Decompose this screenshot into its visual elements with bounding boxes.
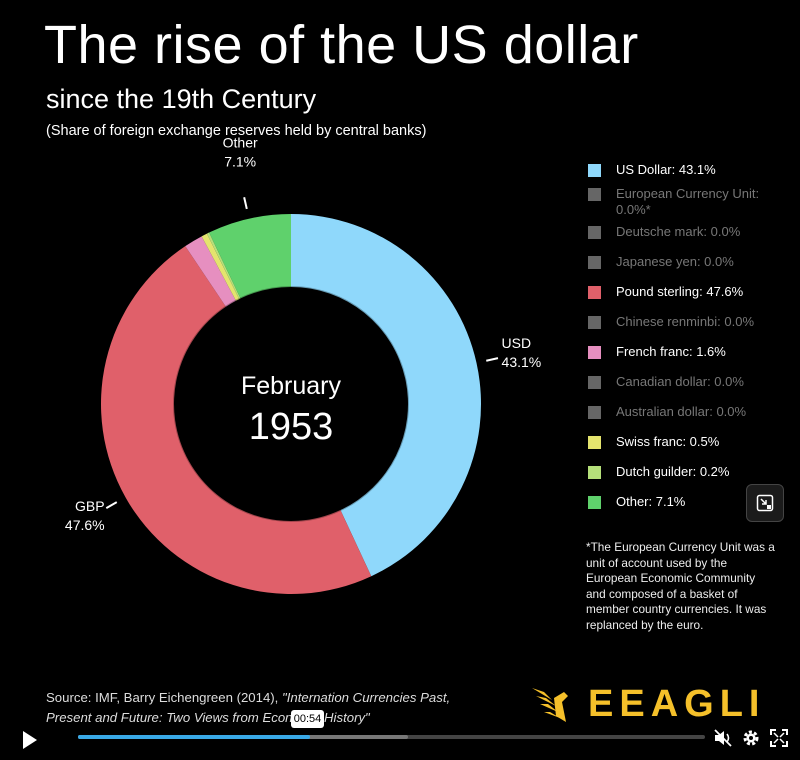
callout-leader [105,501,118,509]
donut-slice-us-dollar [291,214,482,577]
callout-label: GBP [75,498,105,514]
chart-title: The rise of the US dollar [44,15,639,75]
legend-swatch [588,496,601,509]
legend-label: Chinese renminbi: 0.0% [616,314,755,329]
legend-item: Australian dollar: 0.0% [588,404,776,420]
legend-item: French franc: 1.6% [588,344,776,360]
legend-item: Canadian dollar: 0.0% [588,374,776,390]
legend-label: Canadian dollar: 0.0% [616,374,744,389]
footnote: *The European Currency Unit was a unit o… [586,540,775,632]
legend-swatch [588,346,601,359]
donut-slice-french-franc [185,236,236,307]
legend-item: Deutsche mark: 0.0% [588,224,776,240]
eagle-logo-icon [532,688,568,722]
center-year: 1953 [249,406,334,448]
chart-subtitle: since the 19th Century [46,84,317,114]
legend-swatch [588,286,601,299]
donut-inner-ring [173,286,409,522]
legend-item: Japanese yen: 0.0% [588,254,776,270]
callout-value: 47.6% [65,517,105,533]
legend-item: Pound sterling: 47.6% [588,284,776,300]
donut-slice-dutch-guilder [206,232,241,300]
time-tooltip: 00:54 [291,710,324,728]
legend-item: Swiss franc: 0.5% [588,434,776,450]
progress-played[interactable] [78,735,310,739]
legend-swatch [588,316,601,329]
legend-swatch [588,188,601,201]
callout-value: 7.1% [224,154,256,170]
legend-swatch [588,466,601,479]
callout-label: Other [223,135,258,151]
pip-button[interactable] [746,484,784,522]
donut-slice-swiss-franc [201,233,240,301]
brand-name: EEAGLI [588,682,766,725]
settings-icon[interactable] [740,727,762,749]
callout-value: 43.1% [502,354,542,370]
legend-label: Australian dollar: 0.0% [616,404,747,419]
source-title-line2: Present and Future: Two Views from Econo… [46,710,370,725]
chart-note: (Share of foreign exchange reserves held… [46,123,427,139]
callout-leader [243,197,248,210]
pip-icon [756,494,774,512]
legend-label: US Dollar: 43.1% [616,162,716,177]
legend-label: Japanese yen: 0.0% [616,254,734,269]
legend-label: European Currency Unit: 0.0%* [616,186,760,217]
legend-swatch [588,436,601,449]
legend-item: Other: 7.1% [588,494,776,510]
center-month: February [241,372,342,400]
legend-label: Other: 7.1% [616,494,686,509]
legend-label: Pound sterling: 47.6% [616,284,744,299]
callout-label: USD [502,335,532,351]
legend-item: Chinese renminbi: 0.0% [588,314,776,330]
legend-item: Dutch guilder: 0.2% [588,464,776,480]
video-controls [0,720,800,760]
source-text: Source: IMF, Barry Eichengreen (2014), [46,690,283,705]
legend-label: French franc: 1.6% [616,344,726,359]
donut-chart: USD 43.1% GBP 47.6% Other 7.1% February 1953 [65,135,542,595]
legend-item: European Currency Unit: 0.0%* [588,186,776,218]
brand-logo: EEAGLI [530,682,765,726]
fullscreen-icon[interactable] [768,727,790,749]
legend-label: Dutch guilder: 0.2% [616,464,730,479]
donut-slice-pound-sterling [100,246,372,595]
donut-slice-other [209,214,291,299]
legend-swatch [588,226,601,239]
source-title-line1: "Internation Currencies Past, [282,690,451,705]
source-citation: Source: IMF, Barry Eichengreen (2014), "… [46,688,450,728]
mute-icon[interactable] [712,727,734,749]
legend-item: US Dollar: 43.1% [588,162,776,178]
legend-label: Swiss franc: 0.5% [616,434,720,449]
legend-swatch [588,406,601,419]
play-icon[interactable] [20,728,40,752]
legend-swatch [588,376,601,389]
donut-hole [193,306,389,502]
legend-swatch [588,164,601,177]
legend-label: Deutsche mark: 0.0% [616,224,741,239]
callout-leader [486,357,499,362]
legend-swatch [588,256,601,269]
